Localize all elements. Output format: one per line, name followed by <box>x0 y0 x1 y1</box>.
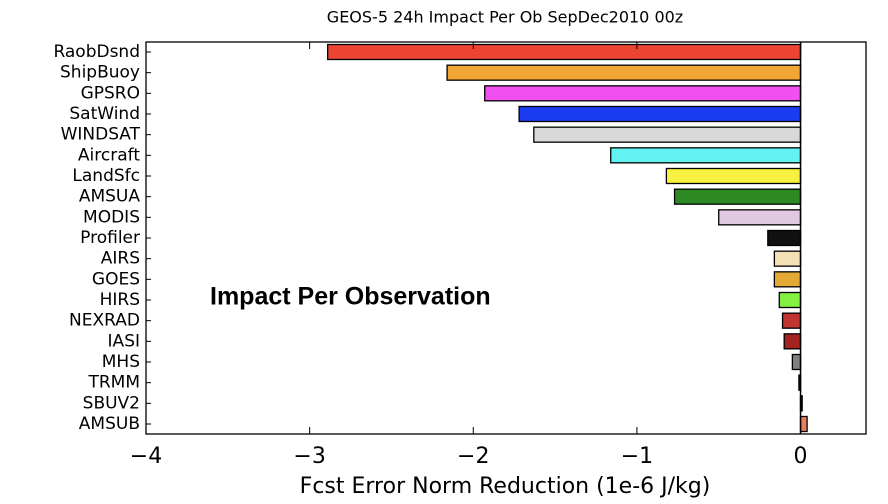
x-tick-label: 0 <box>794 444 808 469</box>
bar <box>767 229 802 247</box>
bar <box>791 353 802 371</box>
x-tick-label: −4 <box>130 444 162 469</box>
plot-frame <box>145 41 867 435</box>
y-tick-label: GPSRO <box>81 83 140 103</box>
bar <box>718 209 802 226</box>
bar <box>446 64 802 81</box>
y-tick-label: RaobDsnd <box>53 42 140 62</box>
bar <box>778 291 802 309</box>
y-tick-label: AIRS <box>101 249 140 269</box>
bar <box>533 126 802 143</box>
bar <box>610 147 802 164</box>
x-axis-label: Fcst Error Norm Reduction (1e-6 J/kg) <box>300 474 711 499</box>
y-tick-label: IASI <box>108 331 140 351</box>
y-tick-label: TRMM <box>87 373 140 393</box>
bar <box>799 415 808 433</box>
y-tick-label: WINDSAT <box>61 125 141 145</box>
bar <box>773 250 802 267</box>
y-tick-label: MHS <box>102 352 140 372</box>
chart-title: GEOS-5 24h Impact Per Ob SepDec2010 00z <box>327 8 683 27</box>
bar <box>665 167 802 185</box>
y-tick-label: NEXRAD <box>69 311 140 331</box>
y-tick-label: Profiler <box>80 228 140 248</box>
bar <box>326 43 802 61</box>
bar <box>673 188 802 205</box>
y-tick-label: HIRS <box>100 290 140 310</box>
y-tick-label: Aircraft <box>78 145 140 165</box>
x-tick-label: −2 <box>457 444 489 469</box>
y-tick-label: AMSUB <box>79 414 140 434</box>
y-tick-label: ShipBuoy <box>60 63 140 83</box>
y-tick-label: MODIS <box>83 207 140 227</box>
x-tick-label: −1 <box>621 444 653 469</box>
y-tick-label: LandSfc <box>72 166 140 186</box>
y-tick-label: AMSUA <box>79 187 141 207</box>
bar <box>773 271 802 288</box>
y-tick-label: SatWind <box>69 104 140 124</box>
annotation: Impact Per Observation <box>210 283 491 311</box>
bar <box>781 312 802 329</box>
y-tick-label: GOES <box>92 269 140 289</box>
bar <box>484 85 802 102</box>
bar <box>783 333 802 350</box>
x-tick-label: −3 <box>293 444 325 469</box>
bar <box>518 105 802 123</box>
y-tick-label: SBUV2 <box>83 393 140 413</box>
